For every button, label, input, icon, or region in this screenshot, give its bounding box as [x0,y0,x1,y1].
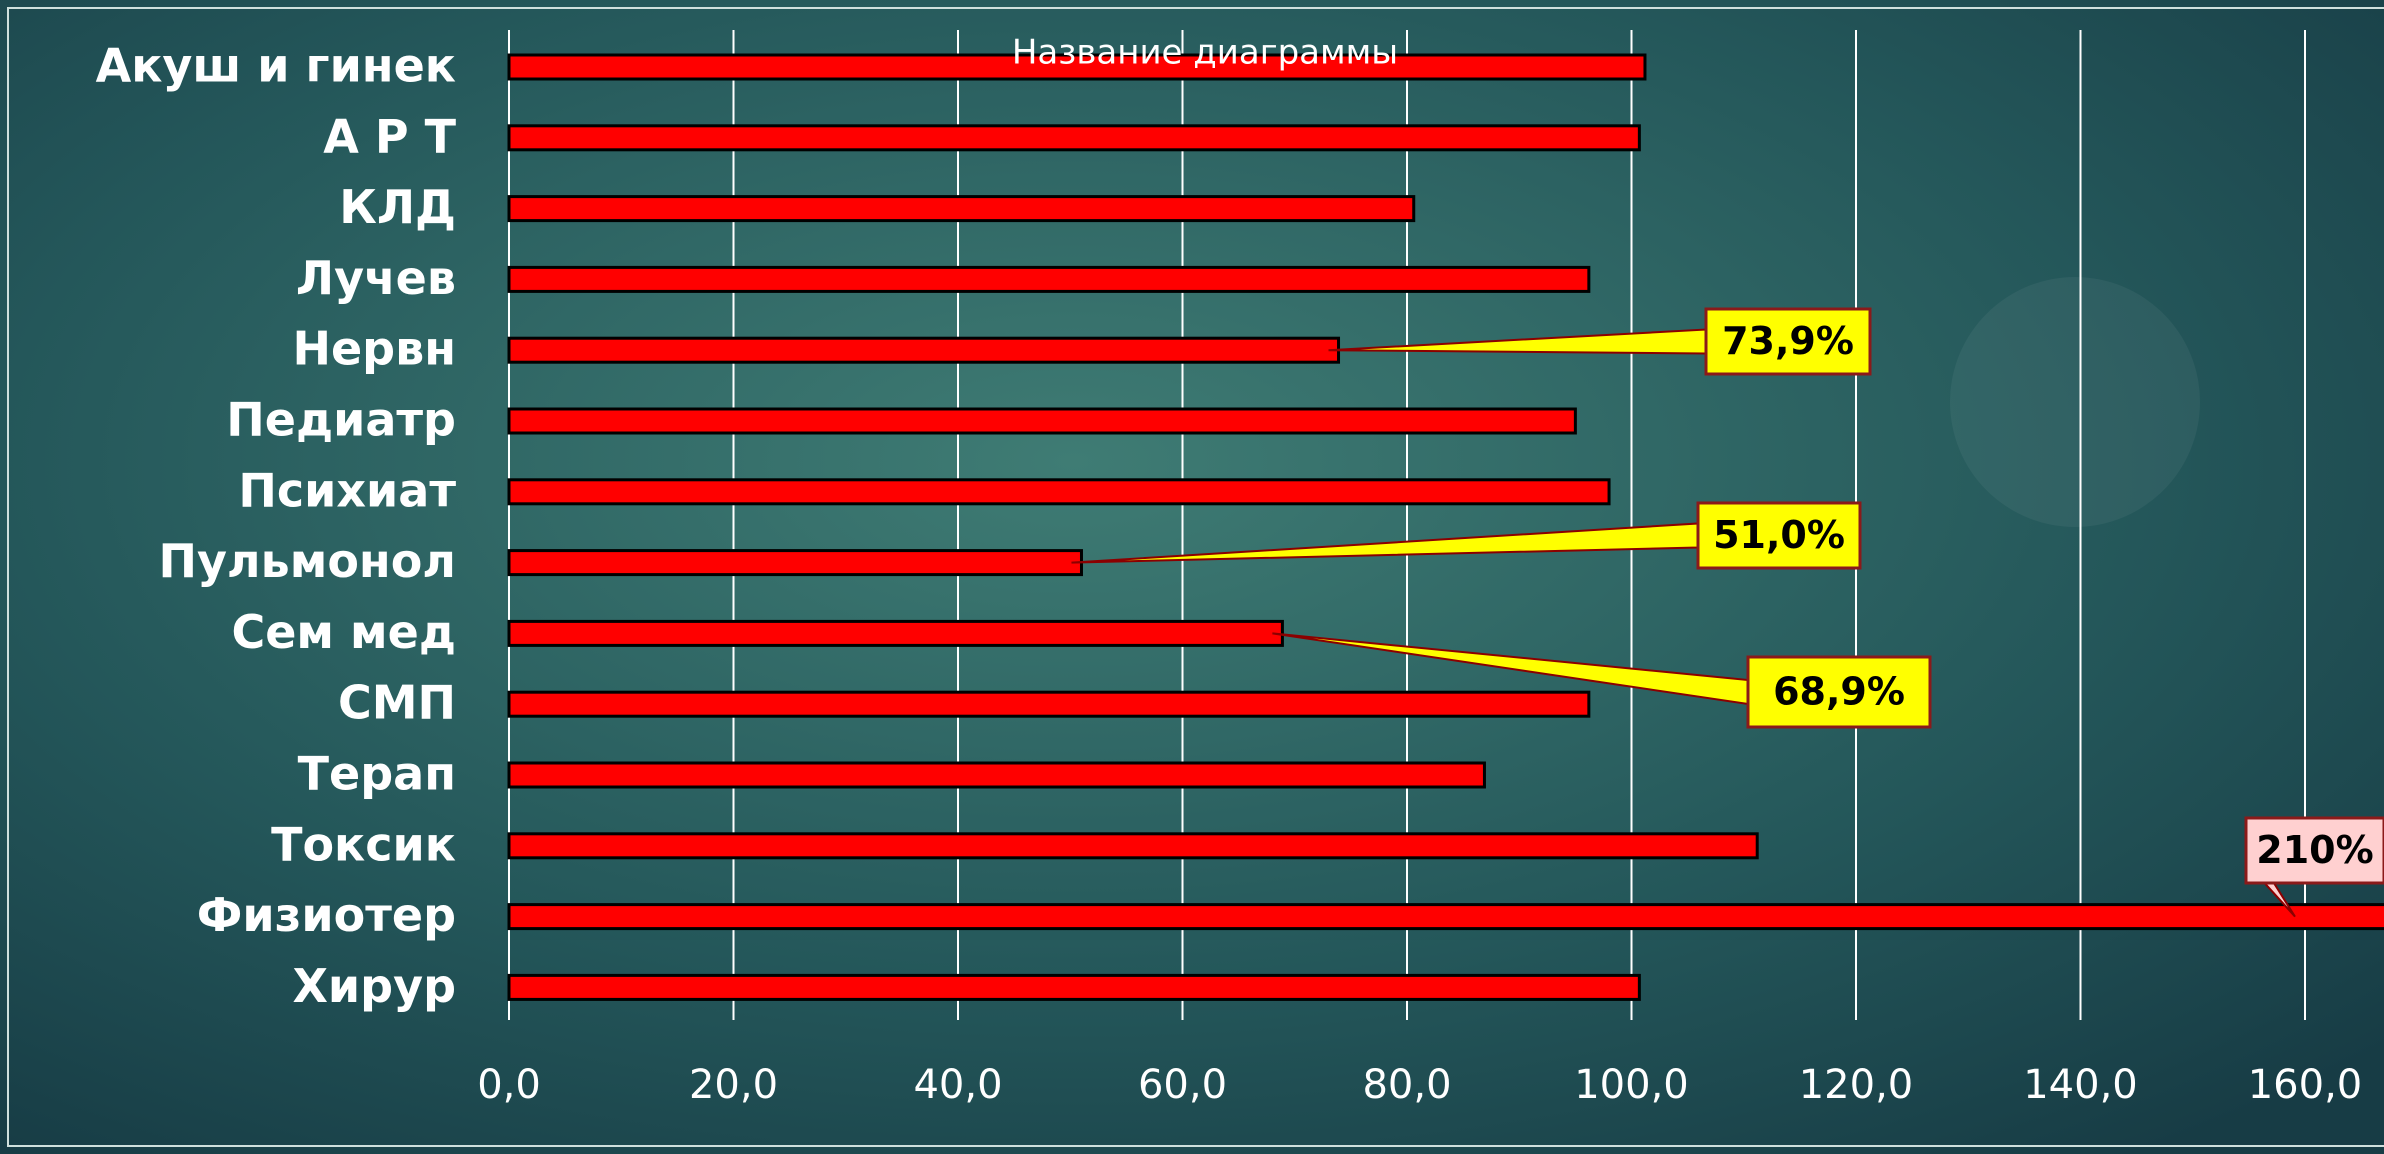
y-tick-label: Педиатр [226,393,456,447]
x-tick-label: 80,0 [1362,1062,1451,1108]
y-tick-label: Сем мед [231,605,456,659]
chart-title: Название диаграммы [1012,33,1398,73]
x-tick-label: 140,0 [2023,1062,2138,1108]
x-tick-label: 0,0 [477,1062,541,1108]
data-label-box [1746,655,1932,729]
y-tick-label: А Р Т [323,109,456,163]
bar [507,832,1759,860]
bar [507,478,1611,506]
y-tick-label: Физиотер [197,888,456,942]
frame [7,7,2384,1147]
x-tick-label: 120,0 [1799,1062,1914,1108]
bar [507,619,1284,647]
bar [507,124,1641,152]
data-label-box [2244,816,2384,885]
x-tick-label: 100,0 [1574,1062,1689,1108]
y-tick-label: Нервн [292,322,456,376]
bar [507,195,1416,223]
y-tick-label: Акуш и гинек [96,39,456,93]
x-tick-label: 20,0 [689,1062,778,1108]
y-tick-label: Терап [298,747,456,801]
data-label: 210% [2256,828,2373,872]
data-label: 73,9% [1722,319,1854,363]
data-label: 68,9% [1773,670,1905,714]
data-label-box [1696,501,1862,570]
decoration [1950,277,2200,527]
y-tick-label: Психиат [238,463,456,517]
y-tick-label: Токсик [271,817,456,871]
y-tick-label: СМП [338,676,456,730]
bar [507,903,2384,931]
bar [507,336,1341,364]
bar [507,690,1591,718]
data-label-box [1704,307,1872,376]
data-label: 51,0% [1713,513,1845,557]
x-tick-label: 60,0 [1138,1062,1227,1108]
y-tick-label: Пульмонол [158,534,456,588]
y-tick-label: КЛД [339,180,456,234]
bar [507,973,1641,1001]
x-tick-label: 40,0 [913,1062,1002,1108]
bar [507,549,1083,577]
bar [507,265,1591,293]
bar [507,407,1577,435]
bar [507,761,1486,789]
y-tick-label: Лучев [296,251,456,305]
y-tick-label: Хирур [292,959,456,1013]
bar [507,53,1647,81]
x-tick-label: 160,0 [2248,1062,2363,1108]
